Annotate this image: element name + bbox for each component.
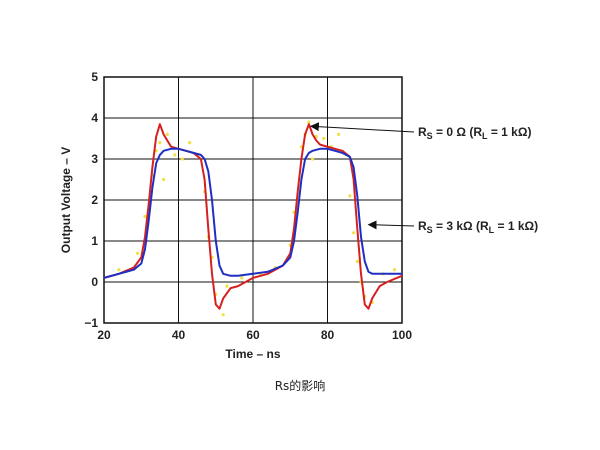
- data-point: [135, 251, 140, 255]
- data-point: [311, 157, 315, 161]
- data-point: [225, 284, 229, 288]
- y-tick-label: 3: [91, 152, 98, 166]
- x-tick-label: 40: [172, 328, 186, 342]
- data-point: [188, 141, 192, 145]
- y-tick-label: 0: [91, 275, 98, 289]
- y-tick-label: 5: [91, 70, 98, 84]
- data-point: [173, 153, 177, 157]
- data-point: [348, 194, 352, 198]
- figure-caption: Rs的影响: [274, 379, 326, 393]
- x-tick-labels: 20 40 60 80 100: [97, 328, 412, 342]
- data-point: [221, 313, 225, 317]
- data-point: [117, 268, 121, 272]
- data-point: [351, 231, 356, 235]
- data-point: [158, 141, 162, 145]
- annotation-layer: RS = 0 Ω (RL = 1 kΩ) RS = 3 kΩ (RL = 1 k…: [309, 122, 538, 235]
- x-tick-label: 100: [392, 328, 412, 342]
- data-point: [165, 132, 169, 136]
- series-1-line: [103, 147, 402, 279]
- annotation-arrow-rs3k: [367, 220, 415, 230]
- data-point: [337, 132, 341, 136]
- x-tick-label: 80: [321, 328, 335, 342]
- plot-frame: [103, 76, 403, 324]
- x-tick-label: 60: [246, 328, 260, 342]
- annotation-label-rs3k: RS = 3 kΩ (RL = 1 kΩ): [418, 219, 538, 235]
- data-point: [392, 268, 397, 272]
- y-tick-label: 4: [91, 111, 98, 125]
- data-point: [314, 134, 318, 139]
- data-point: [322, 136, 326, 141]
- data-point: [162, 177, 166, 182]
- y-tick-label: 2: [91, 193, 98, 207]
- y-tick-label: −1: [84, 316, 98, 330]
- data-point: [180, 157, 184, 161]
- series-0-line: [103, 123, 403, 310]
- y-tick-label: 1: [91, 234, 98, 248]
- annotation-arrow-rs0: [309, 122, 415, 133]
- y-tick-labels: 5 4 3 2 1 0 −1: [84, 70, 98, 330]
- data-point: [355, 259, 359, 264]
- x-tick-label: 20: [97, 328, 111, 342]
- annotation-label-rs0: RS = 0 Ω (RL = 1 kΩ): [418, 125, 531, 141]
- y-axis-label: Output Voltage – V: [59, 147, 73, 253]
- data-point: [240, 276, 244, 280]
- data-point: [143, 214, 147, 218]
- series-layer: [103, 120, 403, 317]
- data-point: [307, 120, 311, 124]
- x-axis-label: Time – ns: [225, 347, 280, 361]
